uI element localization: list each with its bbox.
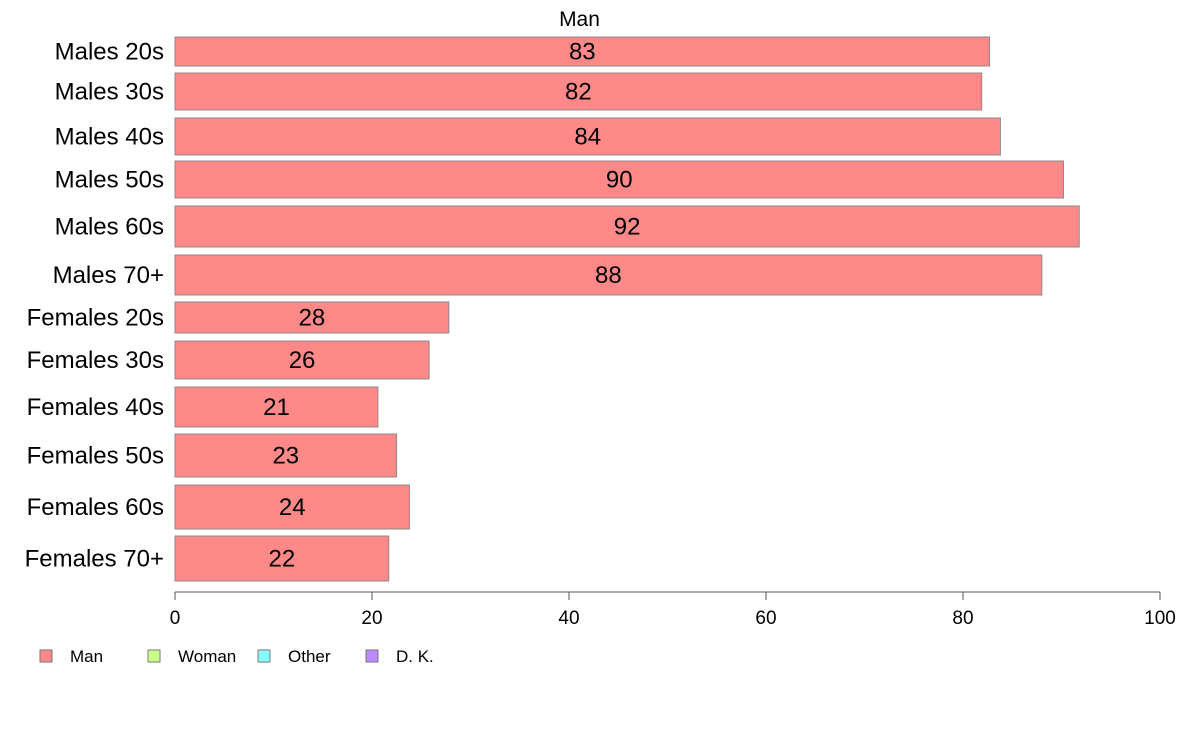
- category-label: Females 50s: [27, 443, 164, 470]
- bar: [174, 254, 1043, 296]
- x-tick-label: 80: [952, 608, 973, 629]
- bar: [174, 433, 398, 478]
- data-label: 88: [595, 262, 622, 289]
- category-label: Males 40s: [55, 124, 164, 151]
- bar: [174, 160, 1064, 199]
- data-label: 24: [279, 494, 306, 521]
- legend-label: Woman: [178, 647, 236, 666]
- data-label: 92: [614, 214, 641, 241]
- category-label: Females 60s: [27, 494, 164, 521]
- bar: [174, 36, 991, 67]
- legend-swatch: [39, 649, 53, 663]
- legend-swatch: [365, 649, 379, 663]
- plot-area: Man 83 Males 20s 82 Males 30s 84 Males 40s 90 Ma…: [25, 8, 1176, 629]
- category-label: Males 50s: [55, 167, 164, 194]
- bar: [174, 117, 1001, 156]
- data-label: 22: [269, 546, 296, 573]
- x-tick-label: 20: [361, 608, 382, 629]
- data-label: 26: [289, 347, 316, 374]
- category-label: Males 30s: [55, 79, 164, 106]
- legend-swatch: [147, 649, 161, 663]
- data-label: 83: [569, 39, 596, 66]
- data-label: 82: [565, 79, 592, 106]
- data-label: 23: [272, 443, 299, 470]
- legend-swatch: [257, 649, 271, 663]
- x-tick-label: 60: [755, 608, 776, 629]
- data-label: 28: [299, 305, 326, 332]
- bar: [174, 72, 983, 111]
- data-label: 84: [574, 124, 601, 151]
- chart-title: Man: [559, 8, 600, 31]
- bar: [174, 484, 410, 530]
- bar: [174, 386, 379, 428]
- legend: Man Woman Other D. K.: [39, 647, 434, 666]
- bar: [174, 340, 430, 380]
- x-tick-label: 0: [170, 608, 181, 629]
- bar: [174, 535, 390, 582]
- data-label: 90: [606, 167, 633, 194]
- category-label: Females 30s: [27, 347, 164, 374]
- category-label: Males 20s: [55, 39, 164, 66]
- legend-label: D. K.: [396, 647, 434, 666]
- x-tick-label: 40: [558, 608, 579, 629]
- bar: [174, 301, 450, 334]
- category-label: Males 60s: [55, 214, 164, 241]
- category-label: Females 40s: [27, 394, 164, 421]
- category-label: Females 70+: [25, 546, 164, 573]
- bar: [174, 205, 1080, 248]
- category-label: Males 70+: [53, 262, 164, 289]
- data-label: 21: [263, 394, 290, 421]
- legend-label: Other: [288, 647, 331, 666]
- legend-label: Man: [70, 647, 103, 666]
- x-tick-label: 100: [1144, 608, 1176, 629]
- category-label: Females 20s: [27, 305, 164, 332]
